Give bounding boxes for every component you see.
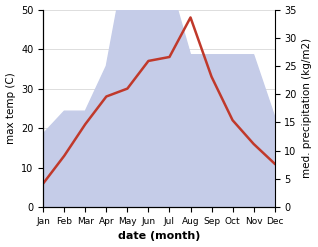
Y-axis label: max temp (C): max temp (C) (5, 72, 16, 144)
Y-axis label: med. precipitation (kg/m2): med. precipitation (kg/m2) (302, 38, 313, 178)
X-axis label: date (month): date (month) (118, 231, 200, 242)
